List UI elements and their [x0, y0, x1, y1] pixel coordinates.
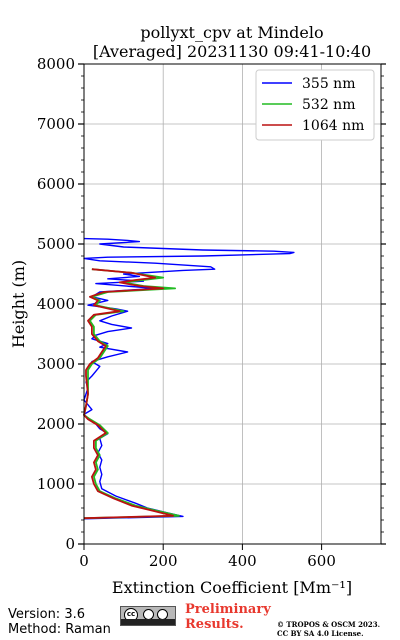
preliminary-notice: Preliminary Results. [185, 602, 271, 632]
cc-license-badge: cc [120, 606, 176, 626]
legend-label-532: 532 nm [302, 97, 355, 113]
preliminary-line2: Results. [185, 617, 244, 632]
chart-title-line2: [Averaged] 20231130 09:41-10:40 [93, 42, 371, 61]
y-tick-label: 8000 [37, 55, 75, 73]
license-text: © TROPOS & OSCM 2023. CC BY SA 4.0 Licen… [277, 620, 380, 638]
license-line1: © TROPOS & OSCM 2023. [277, 620, 381, 629]
x-tick-label: 200 [149, 552, 178, 570]
y-tick-label: 7000 [37, 115, 75, 133]
series-line-2 [83, 268, 175, 520]
y-tick-label: 3000 [37, 355, 75, 373]
y-tick-label: 5000 [37, 235, 75, 253]
legend: 355 nm 532 nm 1064 nm [255, 69, 375, 141]
chart-title-line1: pollyxt_cpv at Mindelo [140, 23, 323, 42]
cc-icon: cc [124, 608, 138, 622]
method-label: Method: Raman [8, 622, 111, 637]
ticks: 0 200 400 600010002000300040005000600070008… [37, 55, 386, 570]
legend-label-1064: 1064 nm [302, 118, 364, 134]
x-tick-label: 600 [307, 552, 336, 570]
y-tick-label: 6000 [37, 175, 75, 193]
version-label: Version: 3.6 [8, 607, 85, 622]
series-lines [83, 237, 295, 520]
x-axis-label: Extinction Coefficient [Mm⁻¹] [112, 578, 352, 597]
y-tick-label: 0 [65, 535, 75, 553]
x-tick-label: 400 [228, 552, 257, 570]
x-tick-label: 0 [79, 552, 89, 570]
legend-label-355: 355 nm [302, 76, 355, 92]
y-tick-label: 1000 [37, 475, 75, 493]
legend-box [255, 69, 375, 141]
y-tick-label: 4000 [37, 295, 75, 313]
y-axis-label: Height (m) [9, 260, 28, 348]
preliminary-line1: Preliminary [185, 602, 271, 617]
license-line2: CC BY SA 4.0 License. [277, 629, 364, 638]
series-line-0 [83, 237, 295, 520]
badge-strip [121, 619, 175, 625]
y-tick-label: 2000 [37, 415, 75, 433]
